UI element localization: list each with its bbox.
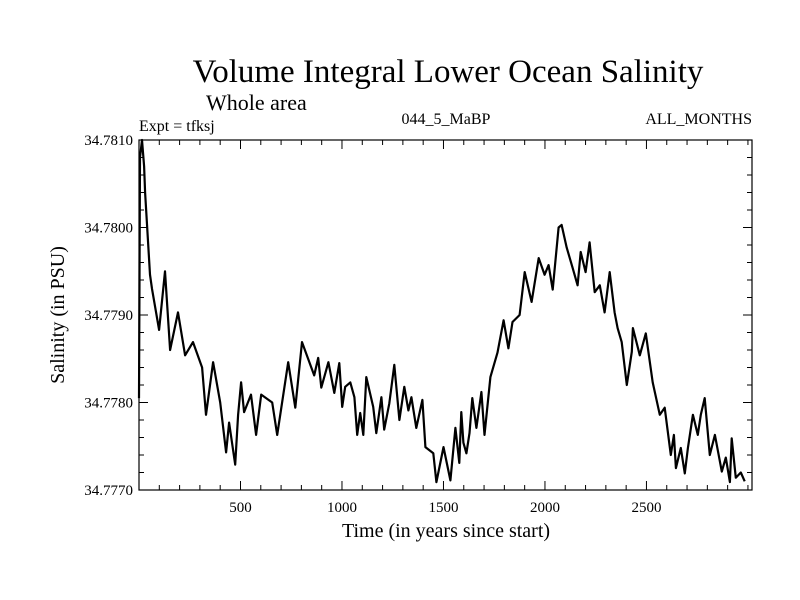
months-label: ALL_MONTHS xyxy=(645,111,752,128)
y-tick-label: 34.7770 xyxy=(84,483,133,499)
x-tick-label: 2000 xyxy=(530,500,560,516)
chart-subtitle: Whole area xyxy=(206,90,307,115)
run-id-label: 044_5_MaBP xyxy=(402,111,491,128)
y-tick-label: 34.7800 xyxy=(84,221,133,237)
y-tick-label: 34.7810 xyxy=(84,133,133,149)
chart-title: Volume Integral Lower Ocean Salinity xyxy=(193,54,704,90)
y-tick-label: 34.7790 xyxy=(84,308,133,324)
experiment-label: Expt = tfksj xyxy=(139,118,215,135)
y-axis-label: Salinity (in PSU) xyxy=(47,246,69,384)
plot-frame xyxy=(138,139,753,491)
x-tick-labels: 500 1000 1500 2000 2500 xyxy=(229,500,661,516)
axis-ticks xyxy=(139,140,752,490)
x-tick-label: 1500 xyxy=(428,500,458,516)
x-axis-label: Time (in years since start) xyxy=(342,520,550,542)
x-tick-label: 2500 xyxy=(631,500,661,516)
y-tick-labels: 34.7770 34.7780 34.7790 34.7800 34.7810 xyxy=(84,133,133,499)
x-tick-label: 500 xyxy=(229,500,252,516)
x-tick-label: 1000 xyxy=(327,500,357,516)
series-line-salinity xyxy=(137,138,746,484)
y-tick-label: 34.7780 xyxy=(84,396,133,412)
